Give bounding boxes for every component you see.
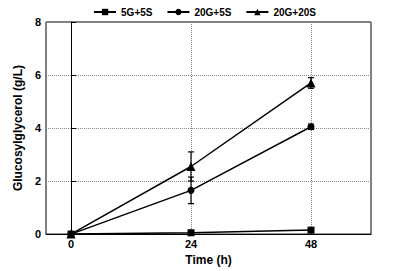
svg-text:48: 48 — [305, 238, 317, 250]
svg-text:0: 0 — [35, 228, 41, 240]
svg-text:4: 4 — [35, 122, 42, 134]
svg-text:Time (h): Time (h) — [185, 253, 231, 267]
svg-text:20G+20S: 20G+20S — [273, 7, 316, 18]
svg-text:8: 8 — [35, 16, 41, 28]
svg-text:24: 24 — [185, 238, 198, 250]
svg-text:6: 6 — [35, 69, 41, 81]
svg-text:0: 0 — [68, 238, 74, 250]
svg-text:2: 2 — [35, 175, 41, 187]
svg-text:20G+5S: 20G+5S — [194, 7, 231, 18]
svg-text:Glucosylglycerol (g/L): Glucosylglycerol (g/L) — [11, 65, 25, 191]
svg-text:5G+5S: 5G+5S — [121, 7, 153, 18]
